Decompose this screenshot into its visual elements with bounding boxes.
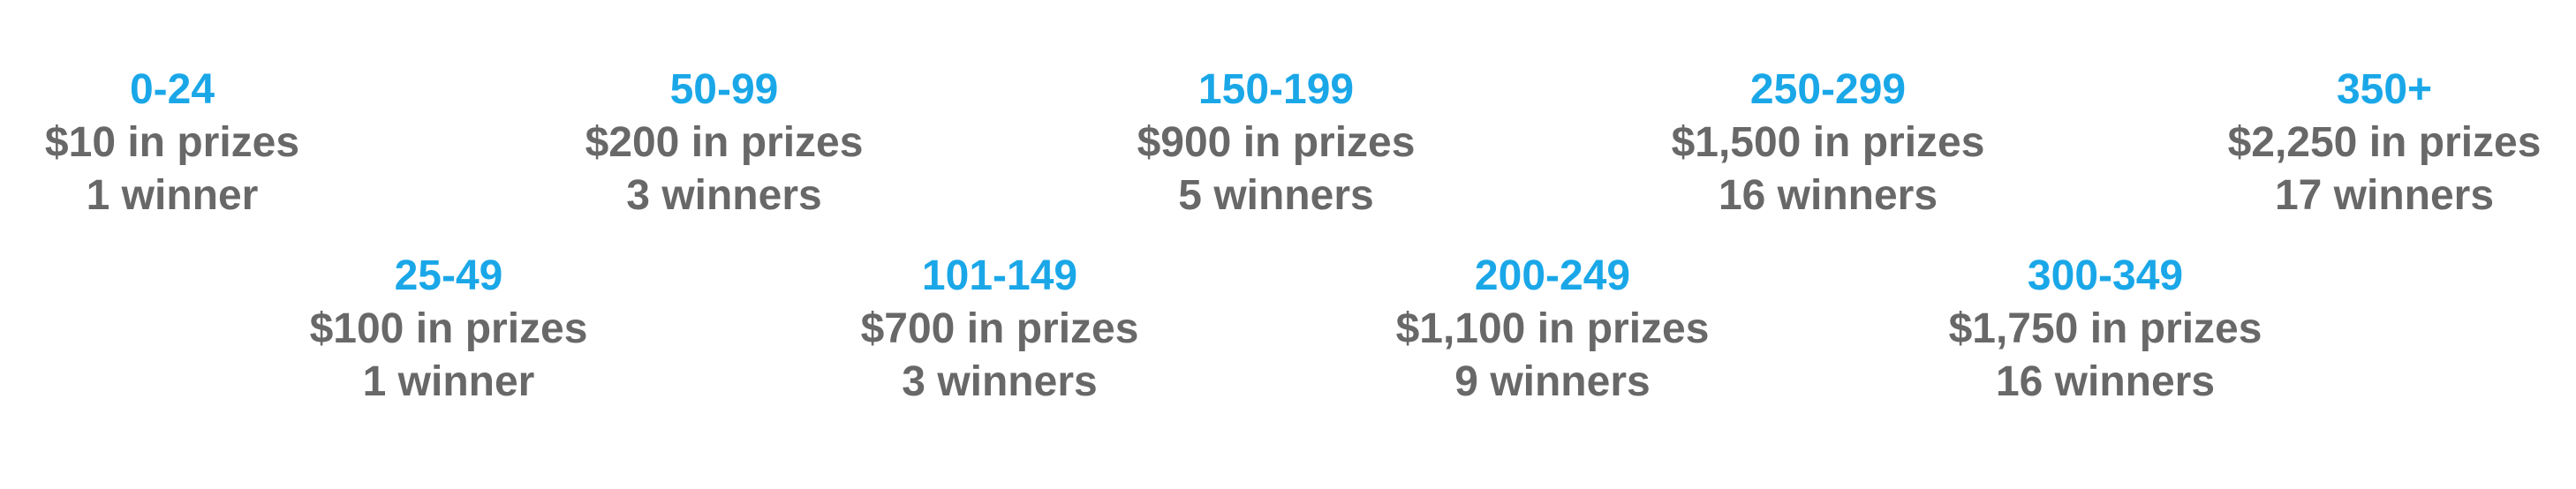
prize-tier-0-24: 0-24 $10 in prizes 1 winner <box>0 64 349 222</box>
tier-prize-amount: $700 in prizes <box>860 305 1139 352</box>
tier-range: 25-49 <box>394 252 503 299</box>
prize-tier-250-299: 250-299 $1,500 in prizes 16 winners <box>1651 64 2005 222</box>
prize-tier-150-199: 150-199 $900 in prizes 5 winners <box>1099 64 1453 222</box>
tier-winner-count: 5 winners <box>1178 172 1374 219</box>
tier-range: 250-299 <box>1749 66 1907 113</box>
tier-prize-amount: $1,100 in prizes <box>1395 305 1710 352</box>
tier-prize-amount: $1,750 in prizes <box>1948 305 2262 352</box>
tier-winner-count: 3 winners <box>902 358 1098 405</box>
tier-range: 50-99 <box>669 66 779 113</box>
prize-tier-350-plus: 350+ $2,250 in prizes 17 winners <box>2208 64 2561 222</box>
tier-range: 150-199 <box>1197 66 1355 113</box>
tier-prize-amount: $900 in prizes <box>1137 119 1416 166</box>
tier-winner-count: 17 winners <box>2274 172 2495 219</box>
tier-winner-count: 1 winner <box>86 172 259 219</box>
tier-winner-count: 16 winners <box>1718 172 1938 219</box>
prize-tier-50-99: 50-99 $200 in prizes 3 winners <box>548 64 901 222</box>
tier-prize-amount: $200 in prizes <box>585 119 864 166</box>
prize-tier-25-49: 25-49 $100 in prizes 1 winner <box>272 250 625 409</box>
tier-prize-amount: $10 in prizes <box>44 119 300 166</box>
tier-winner-count: 9 winners <box>1454 358 1651 405</box>
tier-winner-count: 3 winners <box>626 172 822 219</box>
tier-range: 0-24 <box>129 66 215 113</box>
tier-prize-amount: $100 in prizes <box>309 305 588 352</box>
tier-winner-count: 1 winner <box>362 358 535 405</box>
tier-prize-amount: $1,500 in prizes <box>1671 119 1985 166</box>
tier-winner-count: 16 winners <box>1995 358 2216 405</box>
tier-range: 200-249 <box>1474 252 1631 299</box>
prize-tier-101-149: 101-149 $700 in prizes 3 winners <box>823 250 1176 409</box>
tier-range: 350+ <box>2336 66 2433 113</box>
prize-tier-300-349: 300-349 $1,750 in prizes 16 winners <box>1929 250 2282 409</box>
tier-range: 300-349 <box>2027 252 2184 299</box>
prize-tier-200-249: 200-249 $1,100 in prizes 9 winners <box>1376 250 1729 409</box>
tier-range: 101-149 <box>921 252 1078 299</box>
tier-prize-amount: $2,250 in prizes <box>2227 119 2542 166</box>
